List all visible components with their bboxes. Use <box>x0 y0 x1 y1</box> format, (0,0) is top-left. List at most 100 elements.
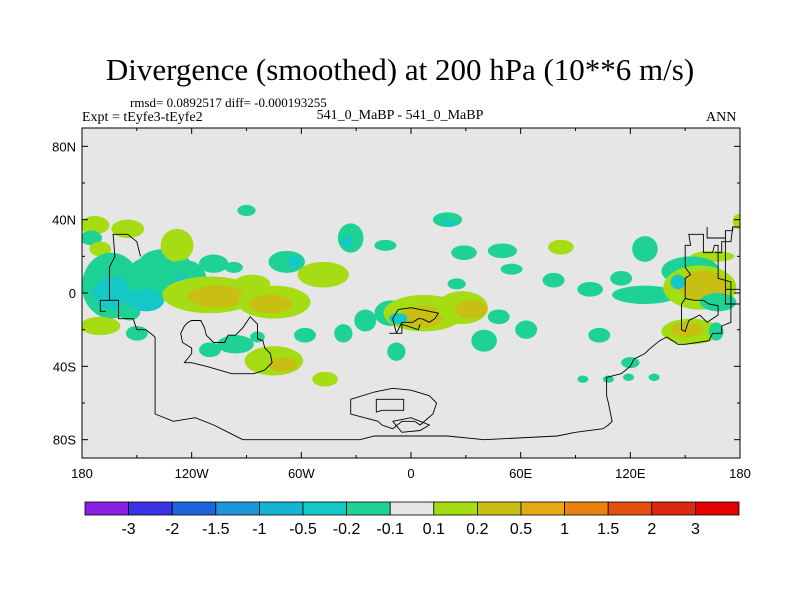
coastline <box>681 298 719 333</box>
contour-region <box>341 236 353 248</box>
contour-region <box>602 375 614 383</box>
contour-region <box>198 254 229 273</box>
colorbar-level-label: -1 <box>252 521 266 538</box>
contour-region <box>237 205 256 216</box>
colorbar-level-label: -2 <box>165 521 179 538</box>
contour-region <box>82 316 121 336</box>
colorbar-level-label: 2 <box>647 521 656 538</box>
contour-region <box>248 294 293 314</box>
contour-region <box>670 274 686 290</box>
contour-region <box>447 278 466 290</box>
contour-region <box>708 322 724 341</box>
contour-region <box>577 282 603 297</box>
case-subtitle: 541_0_MaBP - 541_0_MaBP <box>316 108 484 123</box>
colorbar-swatch <box>346 501 391 516</box>
rmsd-diff-stats: rmsd= 0.0892517 diff= -0.000193255 <box>130 95 327 110</box>
colorbar-swatch <box>389 501 435 516</box>
colorbar-swatch <box>564 501 609 516</box>
colorbar-labels: -3 -2 -1.5 -1 -0.5 -0.2 -0.1 0.1 0.2 0.5 1 1.5 2 3 <box>121 521 699 538</box>
contour-region <box>471 329 497 352</box>
coastline <box>392 417 431 433</box>
contour-region <box>268 357 298 372</box>
experiment-label: Expt = tEyfe3-tEyfe2 <box>82 110 203 125</box>
contour-region <box>354 309 377 332</box>
x-axis-tick-labels: 180 120W 60W 0 60E 120E 180 <box>71 466 751 481</box>
x-tick-label: 60E <box>509 466 532 481</box>
colorbar-level-label: -0.5 <box>289 521 317 538</box>
contour-region <box>670 322 704 337</box>
coastline <box>714 226 734 254</box>
colorbar-swatch <box>84 501 129 516</box>
colorbar-level-label: 0.5 <box>510 521 532 538</box>
colorbar-level-label: 0.2 <box>466 521 488 538</box>
contour-region <box>294 327 316 343</box>
colorbar-swatch <box>651 501 696 516</box>
y-tick-label: 40S <box>53 359 76 374</box>
contour-region <box>699 293 737 312</box>
contour-region <box>286 256 302 268</box>
contour-region <box>198 342 221 358</box>
y-tick-label: 80S <box>53 433 76 448</box>
coastline <box>392 307 440 334</box>
x-tick-label: 180 <box>71 466 93 481</box>
coastline <box>99 299 112 312</box>
y-tick-label: 40N <box>52 213 76 228</box>
contour-region <box>515 320 538 339</box>
contour-region <box>648 373 660 382</box>
colorbar-swatch <box>607 501 653 516</box>
coastline <box>389 323 421 334</box>
colorbar-level-label: -0.1 <box>376 521 404 538</box>
axis-ticks <box>81 128 741 458</box>
contour-region <box>732 214 740 229</box>
colorbar-swatch <box>695 501 740 516</box>
x-tick-label: 120W <box>175 466 210 481</box>
colorbar-level-label: 0.1 <box>423 521 445 538</box>
contour-region <box>588 327 611 343</box>
contour-region <box>217 335 254 354</box>
x-tick-label: 180 <box>729 466 751 481</box>
contour-region <box>487 243 518 259</box>
y-tick-label: 80N <box>52 139 76 154</box>
colorbar-level-label: -1.5 <box>202 521 230 538</box>
contour-region <box>188 285 247 308</box>
contour-region <box>89 241 112 257</box>
contour-region <box>548 239 574 255</box>
contour-region <box>451 245 477 260</box>
coastline <box>108 233 141 301</box>
contour-region <box>125 326 148 341</box>
colorbar-swatch <box>302 501 347 516</box>
contour-region <box>612 285 678 305</box>
x-tick-label: 60W <box>288 466 315 481</box>
colorbar-swatch <box>171 501 217 516</box>
contour-region <box>334 324 353 343</box>
colorbar-swatch <box>128 501 173 516</box>
contour-region <box>487 309 510 325</box>
coastline-overlay <box>99 226 740 441</box>
contour-region <box>312 371 338 387</box>
colorbar-level-label: 1.5 <box>597 521 619 538</box>
coastline <box>111 299 156 338</box>
colorbar-swatch <box>258 501 304 516</box>
y-axis-tick-labels: 80N 40N 0 40S 80S <box>52 139 76 447</box>
coastline <box>375 398 405 413</box>
colorbar-swatch <box>215 501 260 516</box>
coastline <box>666 233 732 345</box>
contour-region <box>610 271 633 286</box>
contour-region <box>224 261 243 273</box>
contour-region <box>443 219 455 227</box>
colorbar-level-label: 1 <box>560 521 569 538</box>
colorbar-swatch <box>433 501 478 516</box>
colorbar <box>84 501 740 516</box>
coastline <box>154 336 668 441</box>
colorbar-level-label: 3 <box>691 521 700 538</box>
contour-region <box>677 271 730 301</box>
contour-region <box>577 375 589 383</box>
y-tick-label: 0 <box>69 286 76 301</box>
coastline <box>180 316 273 375</box>
contour-region <box>632 236 658 262</box>
contour-region <box>542 272 565 288</box>
colorbar-level-label: -0.2 <box>333 521 361 538</box>
contour-region <box>387 342 406 361</box>
colorbar-level-label: -3 <box>121 521 135 538</box>
